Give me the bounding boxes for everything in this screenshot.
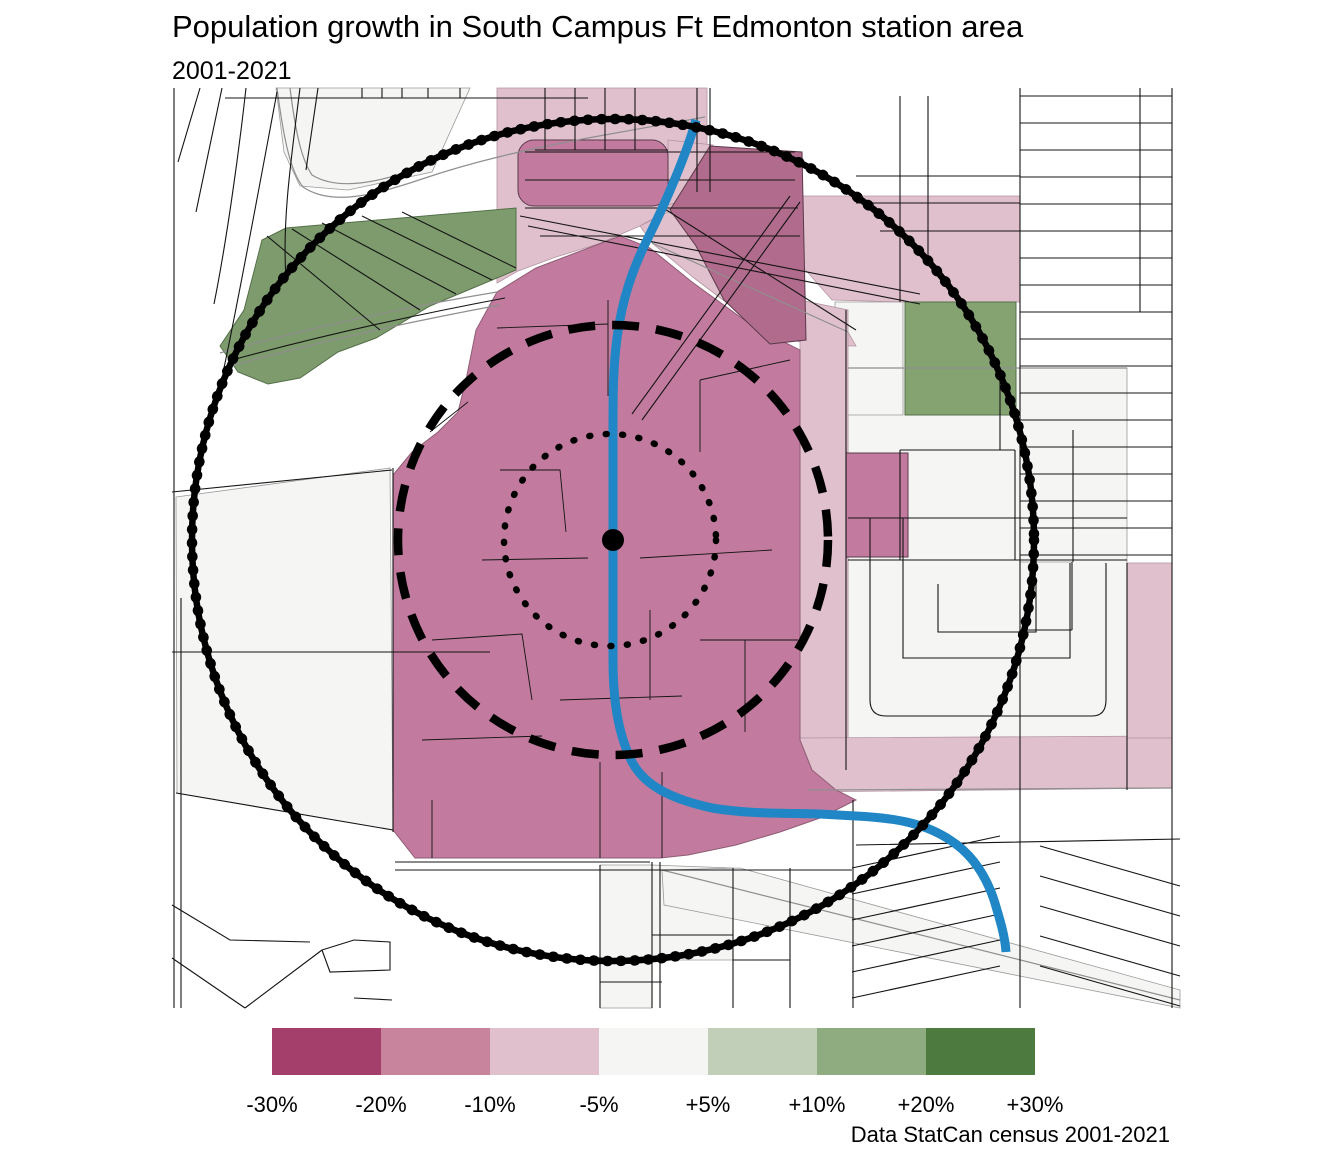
distance-rings [186,113,1040,967]
legend-swatch-1 [381,1028,490,1075]
streets-chevrons-right [1039,845,1181,1007]
region-pink-right-column [1126,562,1173,739]
legend-label-0: -30% [246,1092,298,1117]
streets [171,87,1181,1009]
legend-label-4: +5% [685,1092,731,1117]
ring-inner-dotted [500,430,720,650]
streets-green-diagonals [266,211,517,331]
region-maroon-right-rect [845,452,909,558]
streets-chevrons-left [851,835,1001,999]
lrt-line [608,118,1011,953]
ring-middle-dashed [393,320,833,760]
legend-label-5: +10% [788,1092,846,1117]
legend-label-6: +20% [897,1092,955,1117]
regions-decline-medium [392,139,909,859]
regions-growth [219,207,1017,416]
streets-left-edge [171,88,490,1009]
streets-bottom-middle [392,468,1181,1008]
legend-swatch-2 [490,1028,599,1075]
station-dot [602,529,624,551]
region-maroon-rounded-rect [517,139,669,207]
region-pink-bottom-band [799,735,1173,793]
region-green-topleft [219,207,517,385]
streets-pink-lots [525,151,800,237]
legend-label-1: -20% [355,1092,407,1117]
legend-label-3: -5% [579,1092,619,1117]
page-title: Population growth in South Campus Ft Edm… [172,9,1024,44]
regions-stable [175,87,1181,1009]
region-green-right [904,301,1017,416]
ring-outer-texture [186,113,1040,967]
legend-swatch-6 [926,1028,1035,1075]
streets-right-grid-verticals [845,88,1173,1008]
legend-swatch-3 [599,1028,708,1075]
region-stable-bottom-strip [599,864,653,1009]
region-maroon-central [392,235,858,859]
streets-right-column [1020,562,1128,790]
legend-label-2: -10% [464,1092,516,1117]
streets-ring-road [848,449,1127,717]
legend-swatch-0 [272,1028,381,1075]
streets-corridor [231,297,506,361]
page-subtitle: 2001-2021 [172,57,292,85]
region-decline-strong-patch [669,145,807,345]
data-source-caption: Data StatCan census 2001-2021 [850,1122,1170,1147]
legend-swatch-4 [708,1028,817,1075]
legend-label-7: +30% [1006,1092,1064,1117]
streets-right-grid-rows [856,95,1172,556]
legend-swatch-5 [817,1028,926,1075]
streets-maroon-interior [421,300,798,858]
legend-color-bar [272,1028,1035,1075]
streets-cross-diagonals [519,195,921,421]
streets-topleft-fan [177,87,319,369]
